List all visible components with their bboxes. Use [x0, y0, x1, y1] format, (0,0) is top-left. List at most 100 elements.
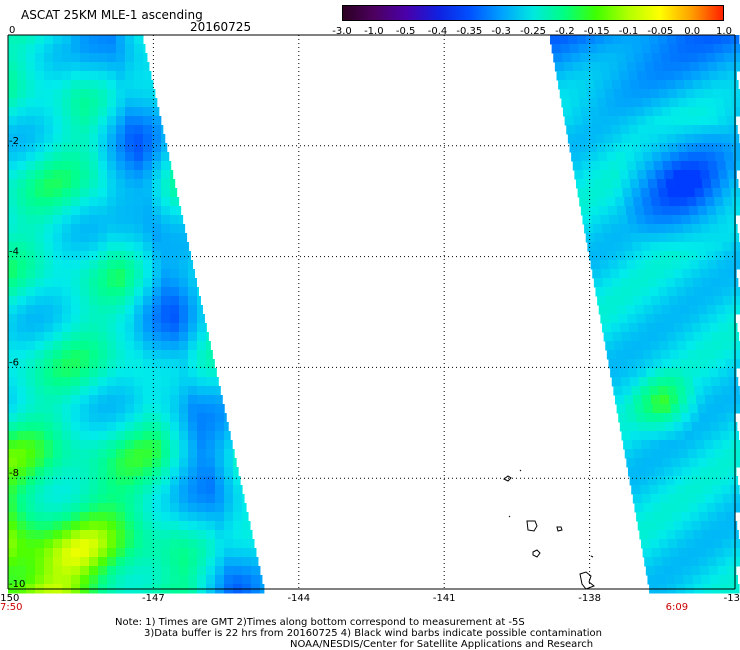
note-line-3: NOAA/NESDIS/Center for Satellite Applica…	[290, 639, 594, 650]
swath-cell	[567, 80, 577, 90]
swath-cell	[188, 278, 198, 288]
swath-cell	[53, 332, 63, 342]
swath-cell	[62, 161, 72, 171]
swath-cell	[702, 431, 712, 441]
swath-cell	[197, 332, 207, 342]
swath-cell	[53, 512, 63, 522]
swath-cell	[80, 413, 90, 423]
swath-cell	[17, 80, 27, 90]
swath-cell	[89, 476, 99, 486]
swath-cell	[125, 188, 135, 198]
swath-cell	[677, 242, 687, 252]
swath-cell	[649, 35, 659, 45]
swath-cell	[708, 566, 719, 576]
swath-cell	[80, 188, 90, 198]
swath-cell	[644, 359, 654, 369]
swath-cell	[170, 215, 180, 225]
swath-cell	[625, 107, 636, 117]
swath-cell	[62, 116, 72, 126]
swath-cell	[98, 566, 108, 576]
swath-cell	[206, 503, 216, 513]
swath-cell	[728, 278, 739, 288]
swath-cell	[657, 530, 667, 540]
swath-cell	[197, 377, 207, 387]
swath-cell	[677, 44, 688, 54]
swath-cell	[116, 35, 126, 45]
swath-cell	[53, 125, 63, 135]
swath-cell	[161, 485, 171, 495]
swath-cell	[143, 476, 153, 486]
swath-cell	[89, 224, 99, 234]
swath-cell	[143, 116, 153, 126]
swath-cell	[80, 233, 90, 243]
swath-cell	[712, 89, 723, 99]
swath-cell	[660, 251, 671, 261]
swath-cell	[628, 170, 638, 180]
swath-cell	[188, 368, 198, 378]
swath-cell	[725, 62, 736, 72]
swath-cell	[62, 143, 72, 153]
swath-cell	[80, 539, 90, 549]
swath-cell	[643, 53, 653, 63]
swath-cell	[188, 512, 198, 522]
swath-cell	[152, 242, 162, 252]
swath-cell	[629, 179, 640, 189]
swath-cell	[653, 62, 664, 72]
swath-cell	[116, 161, 126, 171]
swath-cell	[722, 341, 732, 351]
swath-cell	[647, 179, 658, 189]
swath-cell	[611, 125, 621, 135]
swath-cell	[134, 206, 144, 216]
swath-cell	[44, 152, 54, 162]
swath-cell	[53, 368, 63, 378]
swath-cell	[17, 557, 27, 567]
swath-cell	[152, 80, 154, 90]
swath-cell	[725, 359, 735, 369]
swath-cell	[98, 134, 108, 144]
swath-cell	[107, 557, 117, 567]
swath-cell	[107, 80, 117, 90]
lon-tick-label: -135	[724, 593, 740, 604]
swath-cell	[8, 215, 18, 225]
swath-cell	[659, 395, 670, 405]
swath-cell	[98, 395, 108, 405]
swath-cell	[116, 152, 126, 162]
swath-cell	[71, 224, 81, 234]
swath-cell	[98, 557, 108, 567]
swath-cell	[71, 134, 81, 144]
swath-cell	[661, 152, 671, 162]
swath-cell	[170, 494, 180, 504]
swath-cell	[80, 215, 90, 225]
swath-cell	[80, 458, 90, 468]
swath-cell	[633, 449, 644, 459]
swath-cell	[17, 548, 27, 558]
swath-cell	[53, 557, 63, 567]
swath-cell	[666, 431, 676, 441]
swath-cell	[44, 512, 54, 522]
swath-cell	[224, 422, 229, 432]
swath-cell	[614, 143, 624, 153]
swath-cell	[89, 287, 99, 297]
swath-cell	[188, 476, 198, 486]
swath-cell	[170, 413, 180, 423]
island-5	[532, 549, 541, 558]
swath-cell	[107, 287, 117, 297]
swath-cell	[723, 350, 734, 360]
swath-cell	[143, 431, 153, 441]
swath-cell	[116, 224, 126, 234]
swath-cell	[699, 512, 709, 522]
swath-cell	[215, 539, 225, 549]
swath-cell	[98, 476, 108, 486]
swath-cell	[179, 305, 189, 315]
swath-cell	[696, 98, 706, 108]
swath-cell	[80, 341, 90, 351]
swath-cell	[590, 62, 601, 72]
swath-cell	[17, 575, 27, 585]
swath-cell	[677, 494, 688, 504]
swath-cell	[687, 296, 697, 306]
swath-cell	[80, 449, 90, 459]
swath-cell	[670, 107, 681, 117]
swath-cell	[143, 107, 153, 117]
swath-cell	[44, 35, 54, 45]
swath-cell	[647, 476, 658, 486]
